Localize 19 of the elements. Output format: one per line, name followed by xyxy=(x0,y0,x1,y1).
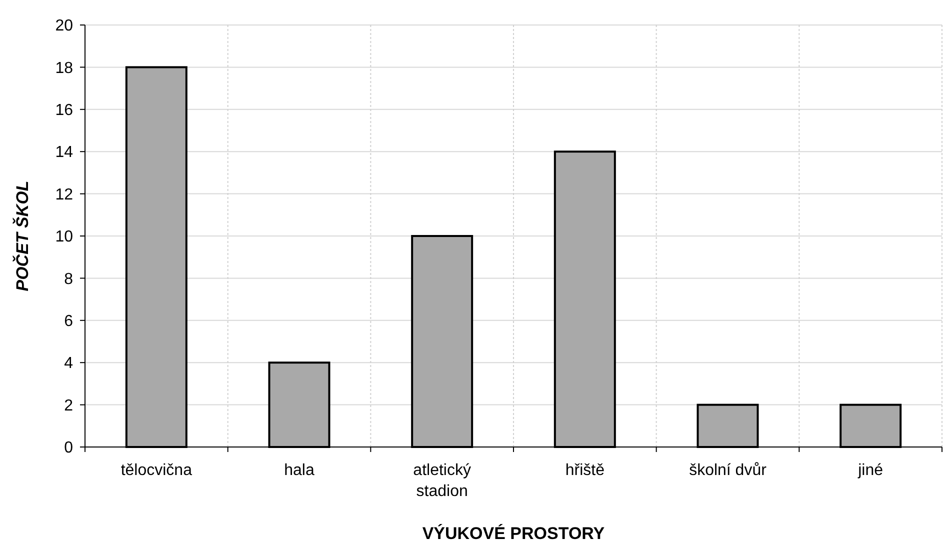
y-tick-label: 8 xyxy=(64,270,74,288)
y-tick-label: 4 xyxy=(64,355,74,372)
y-tick-label: 10 xyxy=(55,228,74,246)
y-tick-label: 14 xyxy=(55,144,74,162)
y-tick-label: 20 xyxy=(55,18,74,35)
y-tick-label: 12 xyxy=(55,186,74,204)
x-tick-label: tělocvična xyxy=(120,462,192,479)
x-axis-title: VÝUKOVÉ PROSTORY xyxy=(422,523,606,543)
y-tick-label: 16 xyxy=(55,102,74,119)
x-tick-label: jiné xyxy=(857,462,884,479)
y-tick-label: 18 xyxy=(55,60,74,77)
x-tick-label: hřiště xyxy=(565,462,605,479)
y-tick-label: 6 xyxy=(64,313,74,330)
y-tick-label: 2 xyxy=(64,397,74,414)
x-tick-label: školní dvůr xyxy=(689,462,768,479)
y-tick-label: 0 xyxy=(64,440,74,457)
x-tick-label: atletický stadion xyxy=(413,462,471,500)
y-axis-title: POČET ŠKOL xyxy=(12,180,32,292)
x-tick-label: hala xyxy=(284,462,314,479)
